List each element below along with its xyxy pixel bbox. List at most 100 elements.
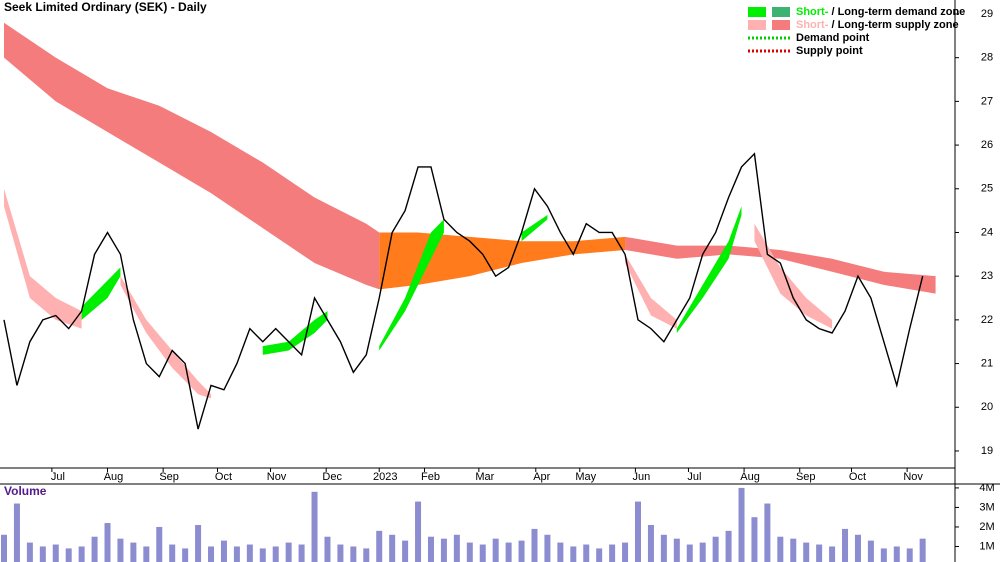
volume-bar	[233, 546, 240, 562]
zone-band	[625, 236, 936, 294]
x-tick-label: May	[575, 471, 596, 483]
zone-band	[625, 254, 677, 329]
volume-bar	[208, 546, 215, 562]
volume-bar	[389, 534, 396, 562]
volume-bar	[13, 503, 20, 562]
x-tick-label: Oct	[215, 471, 232, 483]
volume-bar	[402, 540, 409, 562]
zone-band	[81, 267, 121, 320]
x-tick-label: Nov	[267, 471, 287, 483]
volume-bar	[751, 517, 758, 562]
volume-bar	[376, 530, 383, 562]
volume-bar	[182, 548, 189, 562]
volume-bar	[531, 528, 538, 562]
volume-bar	[686, 544, 693, 562]
legend-short: Short-	[796, 6, 829, 18]
y-tick-label: 4M	[979, 482, 994, 494]
x-tick-label: Aug	[740, 471, 760, 483]
zone-band	[262, 311, 328, 355]
volume-bar	[725, 530, 732, 562]
volume-bar	[195, 525, 202, 562]
zone-band	[676, 206, 742, 333]
volume-bar	[1, 534, 7, 562]
volume-bar	[777, 536, 784, 562]
volume-bar	[738, 487, 745, 562]
zone-band	[4, 22, 380, 290]
volume-bar	[635, 501, 641, 562]
volume-bar	[803, 542, 810, 562]
volume-bar	[220, 540, 227, 562]
legend-swatch	[748, 20, 766, 30]
y-tick-label: 24	[981, 226, 993, 238]
volume-bar	[363, 548, 370, 562]
legend-swatch	[748, 7, 766, 17]
x-tick-label: Sep	[159, 471, 179, 483]
volume-bar	[919, 538, 926, 562]
volume-bar	[596, 548, 603, 562]
volume-bar	[492, 538, 499, 562]
legend-long: Long-term supply zone	[838, 19, 959, 31]
y-tick-label: 1M	[979, 540, 994, 552]
volume-bar	[829, 546, 836, 562]
volume-bar	[854, 534, 861, 562]
volume-bar	[39, 546, 46, 562]
zone-band	[379, 232, 626, 290]
volume-bar	[557, 542, 564, 562]
volume-bar	[842, 528, 849, 562]
legend-label: Supply point	[796, 45, 863, 57]
legend-sep: /	[828, 6, 837, 18]
volume-bar	[311, 491, 318, 562]
volume-bar	[906, 548, 913, 562]
y-tick-label: 29	[981, 8, 993, 20]
zone-band	[4, 188, 82, 329]
legend-sep: /	[828, 19, 837, 31]
volume-bar	[505, 542, 512, 562]
volume-bar	[78, 546, 85, 562]
volume-bar	[427, 536, 434, 562]
x-tick-label: Mar	[475, 471, 494, 483]
x-tick-label: Aug	[104, 471, 124, 483]
legend-long: Long-term demand zone	[838, 6, 966, 18]
volume-bar	[893, 546, 900, 562]
volume-bar	[699, 542, 706, 562]
volume-bar	[298, 544, 305, 562]
volume-bar	[479, 544, 486, 562]
x-tick-label: Jul	[51, 471, 65, 483]
x-tick-label: Jul	[687, 471, 701, 483]
volume-bar	[453, 534, 460, 562]
legend-label: Short- / Long-term supply zone	[796, 19, 959, 31]
volume-bar	[143, 546, 150, 562]
volume-bar	[544, 534, 551, 562]
y-tick-label: 19	[981, 445, 993, 457]
x-tick-label: Jun	[633, 471, 651, 483]
volume-bar	[583, 544, 590, 562]
volume-bar	[324, 536, 331, 562]
y-tick-label: 27	[981, 95, 993, 107]
y-tick-label: 26	[981, 139, 993, 151]
volume-title: Volume	[4, 484, 47, 498]
volume-bar	[816, 544, 823, 562]
y-tick-label: 2M	[979, 521, 994, 533]
volume-bar	[712, 536, 719, 562]
volume-bar	[246, 544, 253, 562]
legend-short: Short-	[796, 19, 829, 31]
volume-bar	[415, 501, 422, 562]
volume-bar	[647, 525, 654, 562]
volume-bar	[91, 536, 98, 562]
chart-title: Seek Limited Ordinary (SEK) - Daily	[4, 0, 207, 14]
zone-band	[521, 214, 548, 242]
volume-bar	[337, 544, 344, 562]
volume-bar	[52, 544, 59, 562]
volume-bar	[65, 548, 72, 562]
volume-bar	[867, 540, 874, 562]
y-tick-label: 25	[981, 183, 993, 195]
zone-band	[379, 219, 444, 351]
y-tick-label: 23	[981, 270, 993, 282]
volume-bar	[350, 546, 357, 562]
y-tick-label: 3M	[979, 501, 994, 513]
volume-bar	[156, 526, 163, 562]
x-tick-label: Oct	[849, 471, 866, 483]
volume-bar	[518, 540, 525, 562]
legend-label: Demand point	[796, 32, 870, 44]
